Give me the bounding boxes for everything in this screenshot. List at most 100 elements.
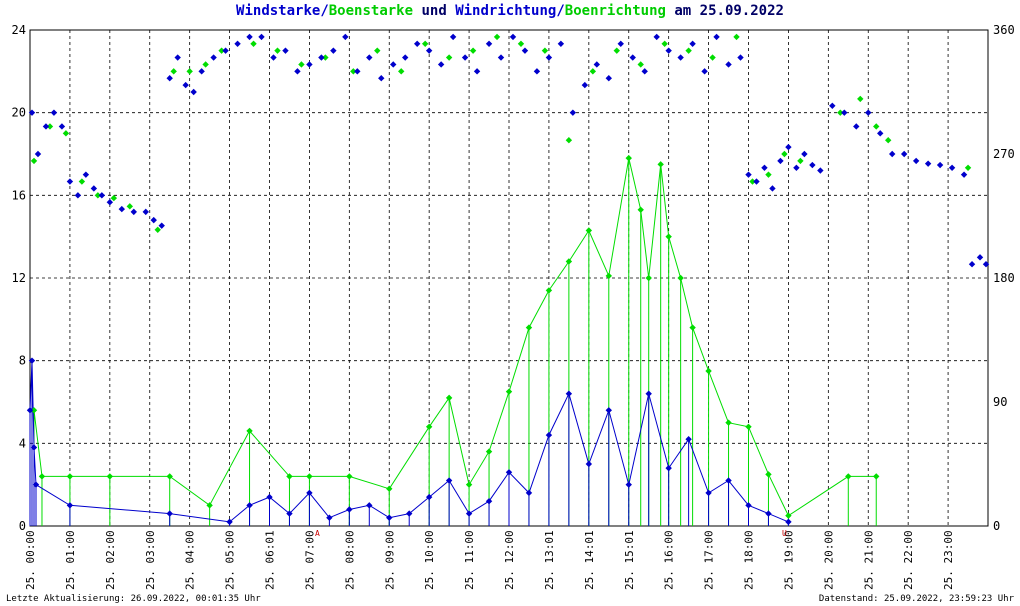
wind-speed-point: [685, 436, 692, 443]
wind-speed-point: [366, 502, 373, 509]
wind-direction-point: [222, 47, 229, 54]
x-tick-label: 25. 01:00: [64, 530, 77, 590]
wind-direction-point: [745, 171, 752, 178]
wind-speed-point: [30, 444, 38, 451]
y-left-tick-label: 20: [12, 106, 26, 120]
x-tick-label: 25. 12:00: [503, 530, 516, 590]
wind-direction-point: [793, 164, 800, 171]
wind-direction-point: [182, 81, 189, 89]
gust-direction-point: [110, 194, 118, 202]
wind-direction-point: [130, 208, 137, 216]
wind-direction-point: [545, 54, 553, 61]
y-left-tick-label: 8: [19, 354, 26, 368]
wind-direction-point: [641, 68, 648, 75]
gust-speed-point: [30, 407, 38, 414]
x-tick-label: 25. 21:00: [862, 530, 875, 590]
wind-direction-point: [777, 157, 784, 165]
wind-direction-point: [761, 164, 768, 171]
gust-speed-point: [465, 481, 473, 488]
wind-direction-point: [557, 40, 565, 47]
wind-speed-point: [625, 481, 632, 488]
wind-direction-point: [42, 123, 50, 130]
wind-direction-point: [234, 40, 241, 47]
wind-direction-point: [66, 178, 74, 185]
gust-direction-point: [322, 54, 329, 61]
gust-direction-point: [661, 40, 668, 47]
wind-speed-point: [26, 407, 34, 414]
wind-speed-point: [485, 498, 493, 505]
gust-direction-point: [154, 226, 161, 233]
wind-direction-point: [485, 40, 493, 47]
y-left-tick-label: 0: [19, 519, 26, 533]
wind-direction-point: [90, 185, 98, 192]
gust-direction-point: [30, 157, 38, 165]
gust-direction-point: [274, 47, 281, 54]
wind-direction-point: [841, 109, 848, 116]
wind-direction-point: [258, 33, 265, 41]
gust-speed-point: [425, 423, 433, 430]
gust-speed-point: [38, 473, 46, 480]
title-boenstarke: Boenstarke: [328, 3, 414, 19]
x-tick-label: 25. 07:00: [303, 530, 316, 590]
gust-speed-point: [505, 388, 513, 395]
wind-speed-point: [66, 502, 74, 509]
wind-speed-point: [28, 357, 36, 364]
wind-direction-point: [246, 33, 253, 41]
wind-direction-point: [378, 75, 385, 82]
gust-speed-point: [637, 206, 644, 213]
title-und: und: [413, 3, 456, 19]
gust-direction-point: [837, 109, 844, 116]
gust-speed-point: [765, 471, 772, 478]
y-left-tick-label: 16: [12, 188, 26, 202]
gust-direction-point: [781, 150, 788, 158]
wind-speed-point: [386, 514, 393, 521]
wind-direction-point: [210, 54, 217, 61]
gust-speed-point: [725, 419, 732, 426]
gust-speed-point: [585, 227, 593, 234]
gust-direction-point: [709, 54, 716, 61]
wind-direction-point: [354, 68, 361, 75]
wind-direction-point: [912, 157, 920, 165]
chart-title: Windstarke/Boenstarke und Windrichtung/B…: [0, 3, 1020, 19]
wind-direction-point: [390, 61, 397, 68]
wind-speed-point: [525, 489, 533, 497]
wind-speed-point: [166, 510, 173, 517]
gust-direction-point: [517, 40, 525, 47]
wind-direction-point: [960, 171, 968, 178]
wind-speed-point: [326, 514, 333, 521]
axis-layer: 0 4 8 12 16 20 24 0 90 180 270 360 25. 00:00 25. 01:0…: [12, 23, 1015, 590]
x-tick-label: 25. 04:00: [184, 530, 197, 590]
wind-direction-point: [342, 33, 349, 41]
wind-direction-point: [50, 109, 58, 116]
gust-speed-point: [565, 258, 573, 265]
x-tick-label: 25. 00:00: [24, 530, 37, 590]
wind-direction-point: [521, 47, 529, 54]
gust-speed-point: [306, 473, 313, 480]
wind-direction-point: [713, 33, 720, 41]
gust-direction-point: [94, 192, 102, 199]
x-tick-label: 25. 03:00: [144, 530, 157, 590]
wind-speed-line: [29, 360, 789, 523]
gust-speed-point: [873, 473, 880, 480]
wind-direction-point: [725, 61, 732, 68]
gust-speed-point: [485, 448, 493, 455]
gust-direction-point: [873, 123, 880, 130]
gust-direction-point: [857, 95, 864, 103]
wind-direction-point: [593, 61, 601, 68]
gust-direction-point: [186, 68, 193, 75]
wind-direction-point: [74, 192, 82, 199]
wind-direction-point: [653, 33, 660, 41]
wind-direction-point: [877, 130, 884, 137]
title-windrichtung: Windrichtung/: [455, 3, 565, 19]
gust-direction-point: [964, 164, 972, 171]
gust-speed-point: [677, 274, 684, 282]
wind-direction-point: [948, 164, 956, 171]
gust-speed-point: [665, 233, 672, 240]
wind-direction-point: [968, 261, 976, 268]
gust-speed-point: [605, 272, 612, 280]
gust-speed-point: [66, 473, 74, 480]
wind-direction-point: [900, 150, 908, 158]
wind-direction-point: [306, 61, 313, 68]
wind-speed-point: [605, 407, 612, 414]
wind-speed-point: [226, 518, 233, 526]
